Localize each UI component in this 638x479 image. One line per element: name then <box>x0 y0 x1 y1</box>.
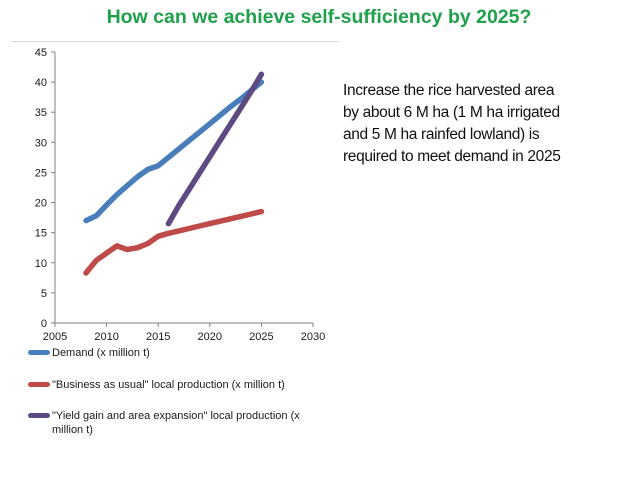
note-line: Increase the rice harvested area <box>343 82 555 99</box>
legend-swatch-business-as-usual <box>28 382 50 387</box>
y-tick-label: 30 <box>35 137 47 149</box>
y-tick-label: 35 <box>35 107 47 119</box>
legend-item-demand: Demand (x million t) <box>28 346 324 360</box>
chart-series-layer <box>83 71 265 276</box>
x-tick-label: 2030 <box>301 331 325 343</box>
legend-swatch-demand <box>28 350 50 355</box>
legend-label-demand: Demand (x million t) <box>52 347 150 359</box>
y-tick-label: 15 <box>35 228 47 240</box>
y-tick-label: 40 <box>35 77 47 89</box>
y-tick-label: 0 <box>41 318 47 330</box>
legend-item-business-as-usual: "Business as usual" local production (x … <box>28 378 324 392</box>
legend-label-yield-gain: "Yield gain and area expansion" local pr… <box>52 410 300 436</box>
y-tick-label: 10 <box>35 258 47 270</box>
y-tick-label: 25 <box>35 167 47 179</box>
x-tick-label: 2025 <box>249 331 273 343</box>
slide-title: How can we achieve self-sufficiency by 2… <box>106 6 532 28</box>
x-tick-label: 2020 <box>198 331 222 343</box>
x-tick-label: 2005 <box>43 331 67 343</box>
y-tick-label: 45 <box>35 47 47 59</box>
note-text: Increase the rice harvested area by abou… <box>343 80 615 168</box>
note-line: by about 6 M ha (1 M ha irrigated <box>343 104 560 121</box>
y-tick-label: 20 <box>35 198 47 210</box>
x-tick-label: 2015 <box>146 331 170 343</box>
note-line: and 5 M ha rainfed lowland) is <box>343 126 540 143</box>
series-line-demand <box>83 79 265 224</box>
legend-item-yield-gain: "Yield gain and area expansion" local pr… <box>28 409 324 437</box>
legend-swatch-yield-gain <box>28 413 50 418</box>
y-tick-label: 5 <box>41 288 47 300</box>
chart-frame-top-border <box>11 41 338 42</box>
series-line-yield-gain <box>165 71 265 227</box>
legend-label-business-as-usual: "Business as usual" local production (x … <box>52 379 285 391</box>
x-tick-label: 2010 <box>94 331 118 343</box>
note-line: required to meet demand in 2025 <box>343 148 561 165</box>
series-line-business-as-usual <box>83 208 265 276</box>
